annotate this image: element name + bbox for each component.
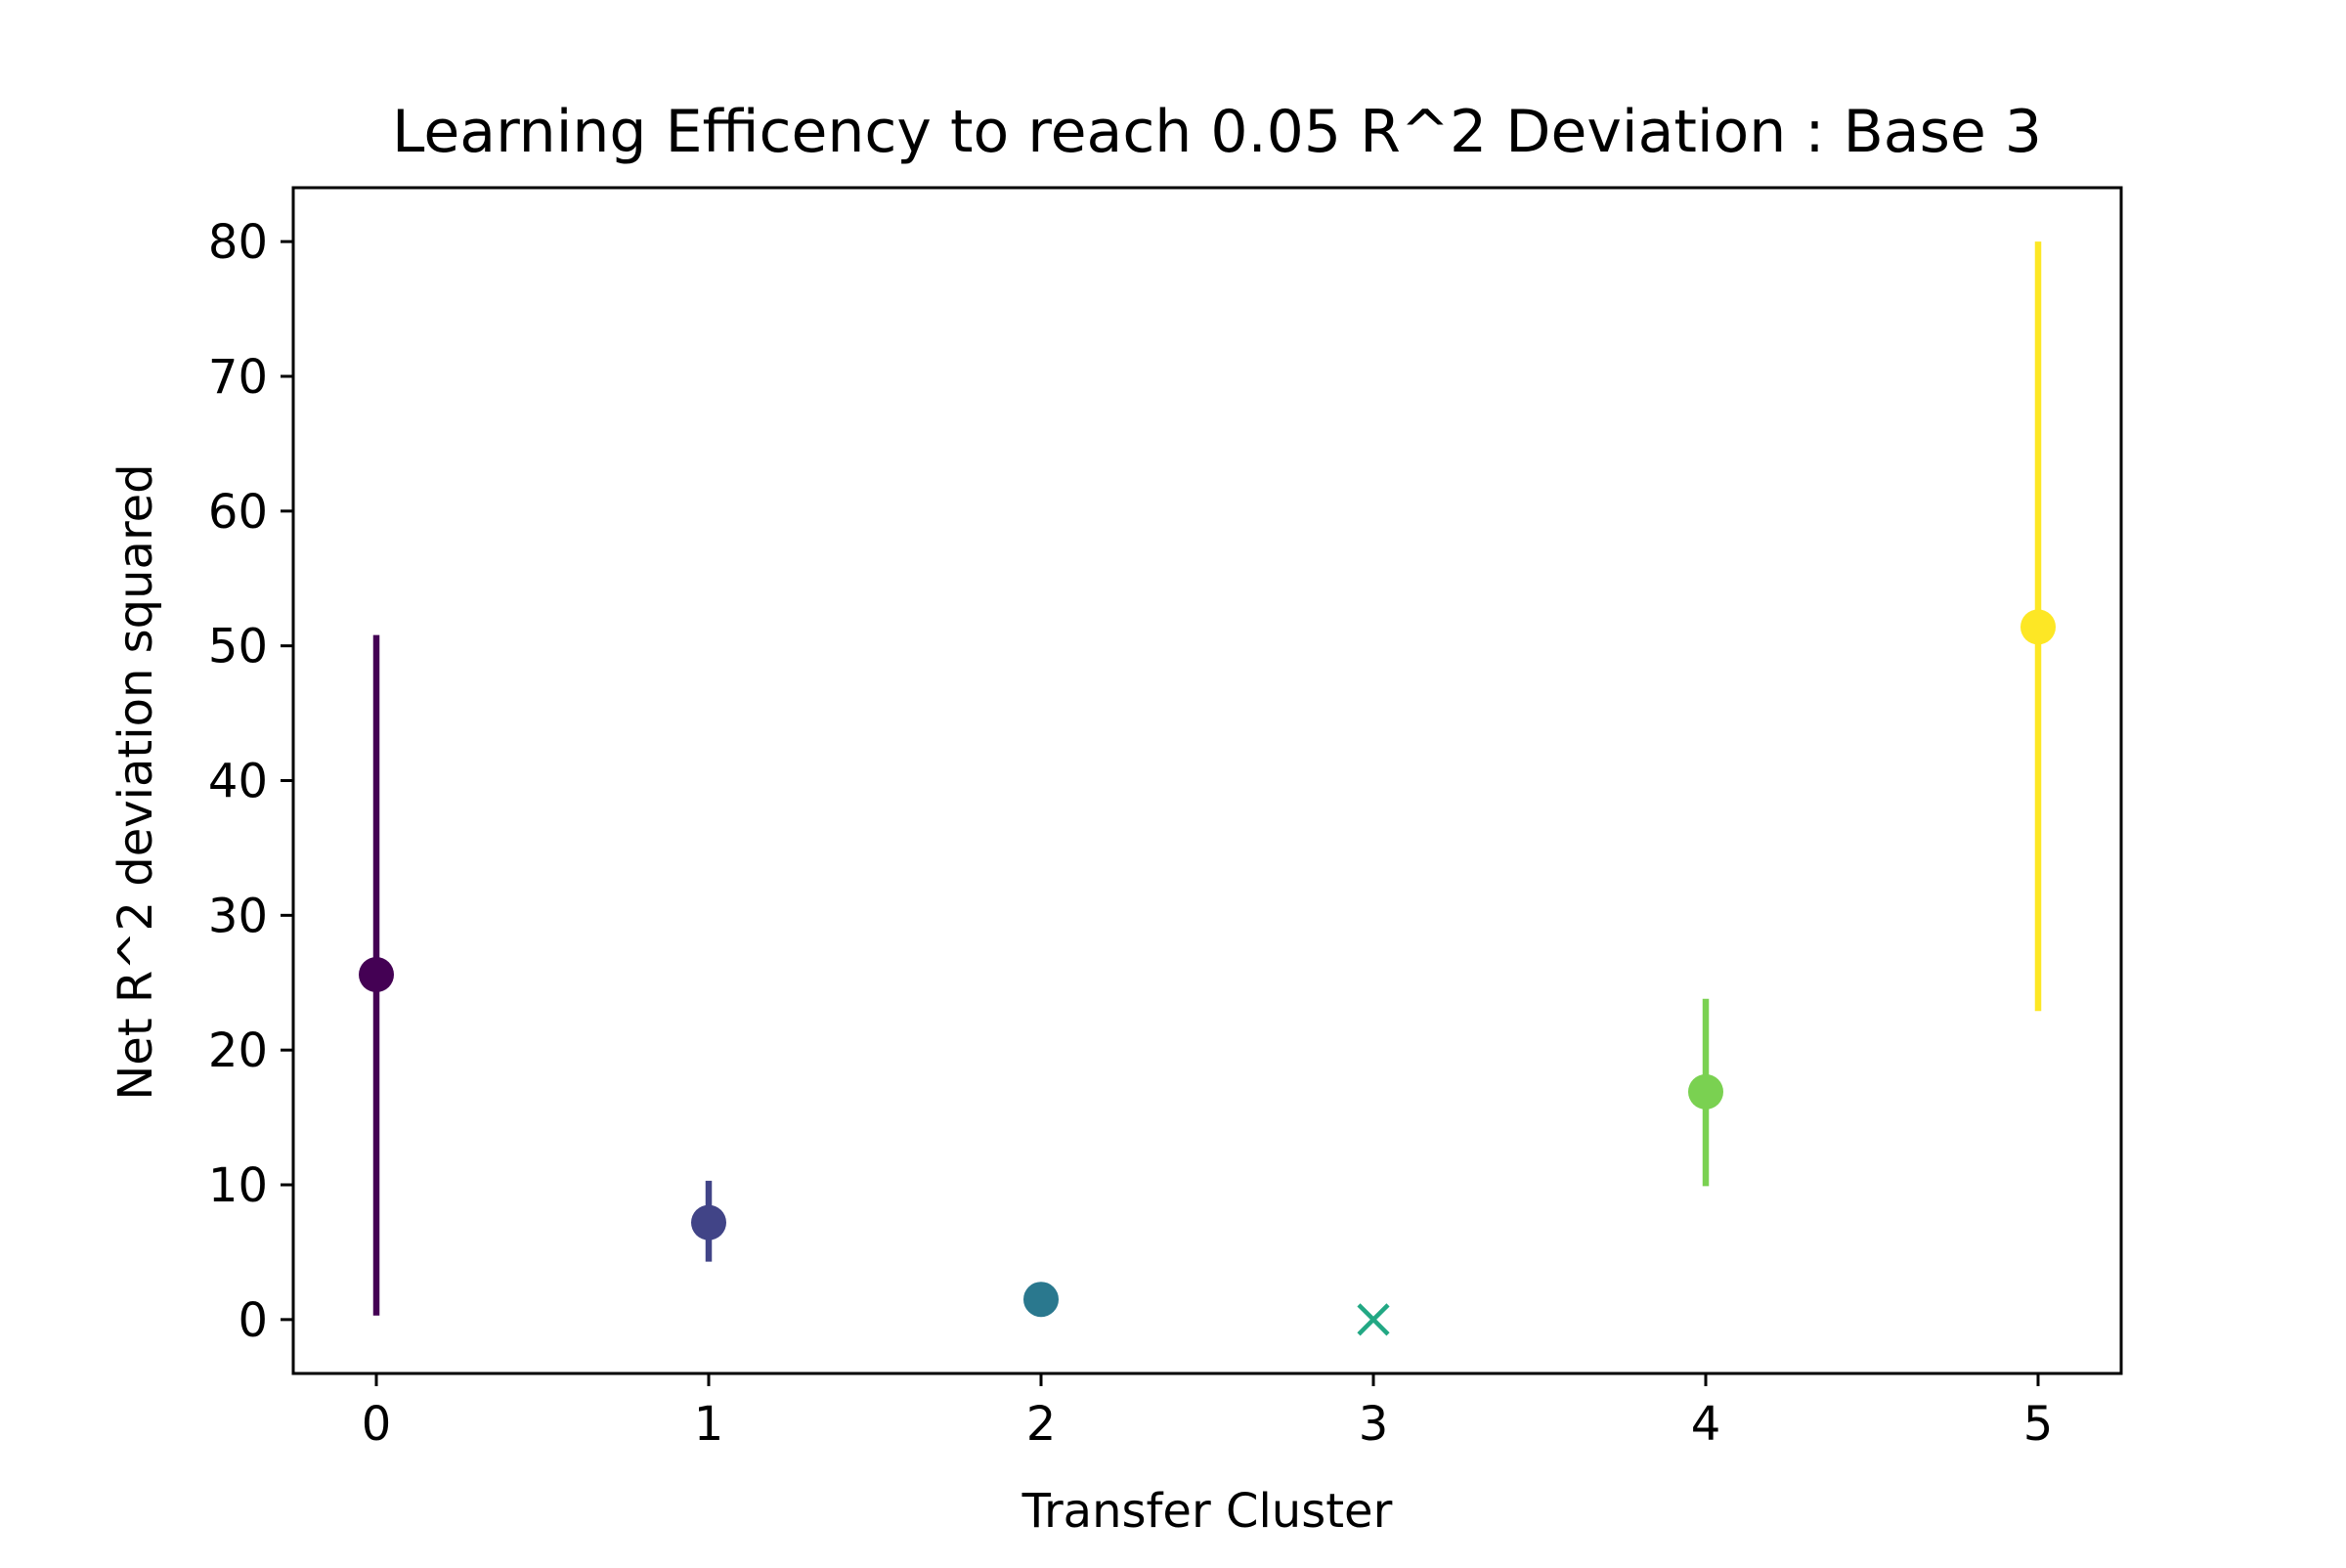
y-axis-label: Net R^2 deviation squared (109, 463, 163, 1100)
x-tick-label: 4 (1691, 1397, 1721, 1452)
chart-title: Learning Efficency to reach 0.05 R^2 Dev… (392, 98, 2042, 166)
data-point (359, 956, 394, 992)
x-tick-label: 5 (2023, 1397, 2054, 1452)
x-tick-label: 1 (694, 1397, 724, 1452)
data-point (2020, 609, 2056, 645)
y-tick-label: 80 (208, 215, 268, 270)
x-tick-label: 0 (362, 1397, 392, 1452)
y-tick-label: 60 (208, 485, 268, 540)
y-tick-label: 70 (208, 350, 268, 405)
data-point-x-marker (1357, 1303, 1390, 1336)
x-tick-label: 2 (1026, 1397, 1057, 1452)
x-tick-label: 3 (1359, 1397, 1389, 1452)
y-tick-label: 10 (208, 1158, 268, 1213)
y-tick-label: 50 (208, 620, 268, 675)
x-axis-label: Transfer Cluster (1021, 1484, 1393, 1539)
x-axis-ticks: 0 1 2 3 4 5 (362, 1373, 2054, 1452)
data-point (691, 1204, 726, 1241)
y-tick-label: 30 (208, 889, 268, 943)
y-tick-label: 40 (208, 755, 268, 809)
data-points (359, 241, 2056, 1336)
data-point (1688, 1073, 1723, 1110)
y-tick-label: 0 (238, 1293, 268, 1348)
y-axis-ticks: 0 10 20 30 40 50 60 70 80 (208, 215, 293, 1348)
plot-frame (291, 186, 2123, 1375)
y-tick-label: 20 (208, 1024, 268, 1078)
data-point (1023, 1282, 1059, 1318)
